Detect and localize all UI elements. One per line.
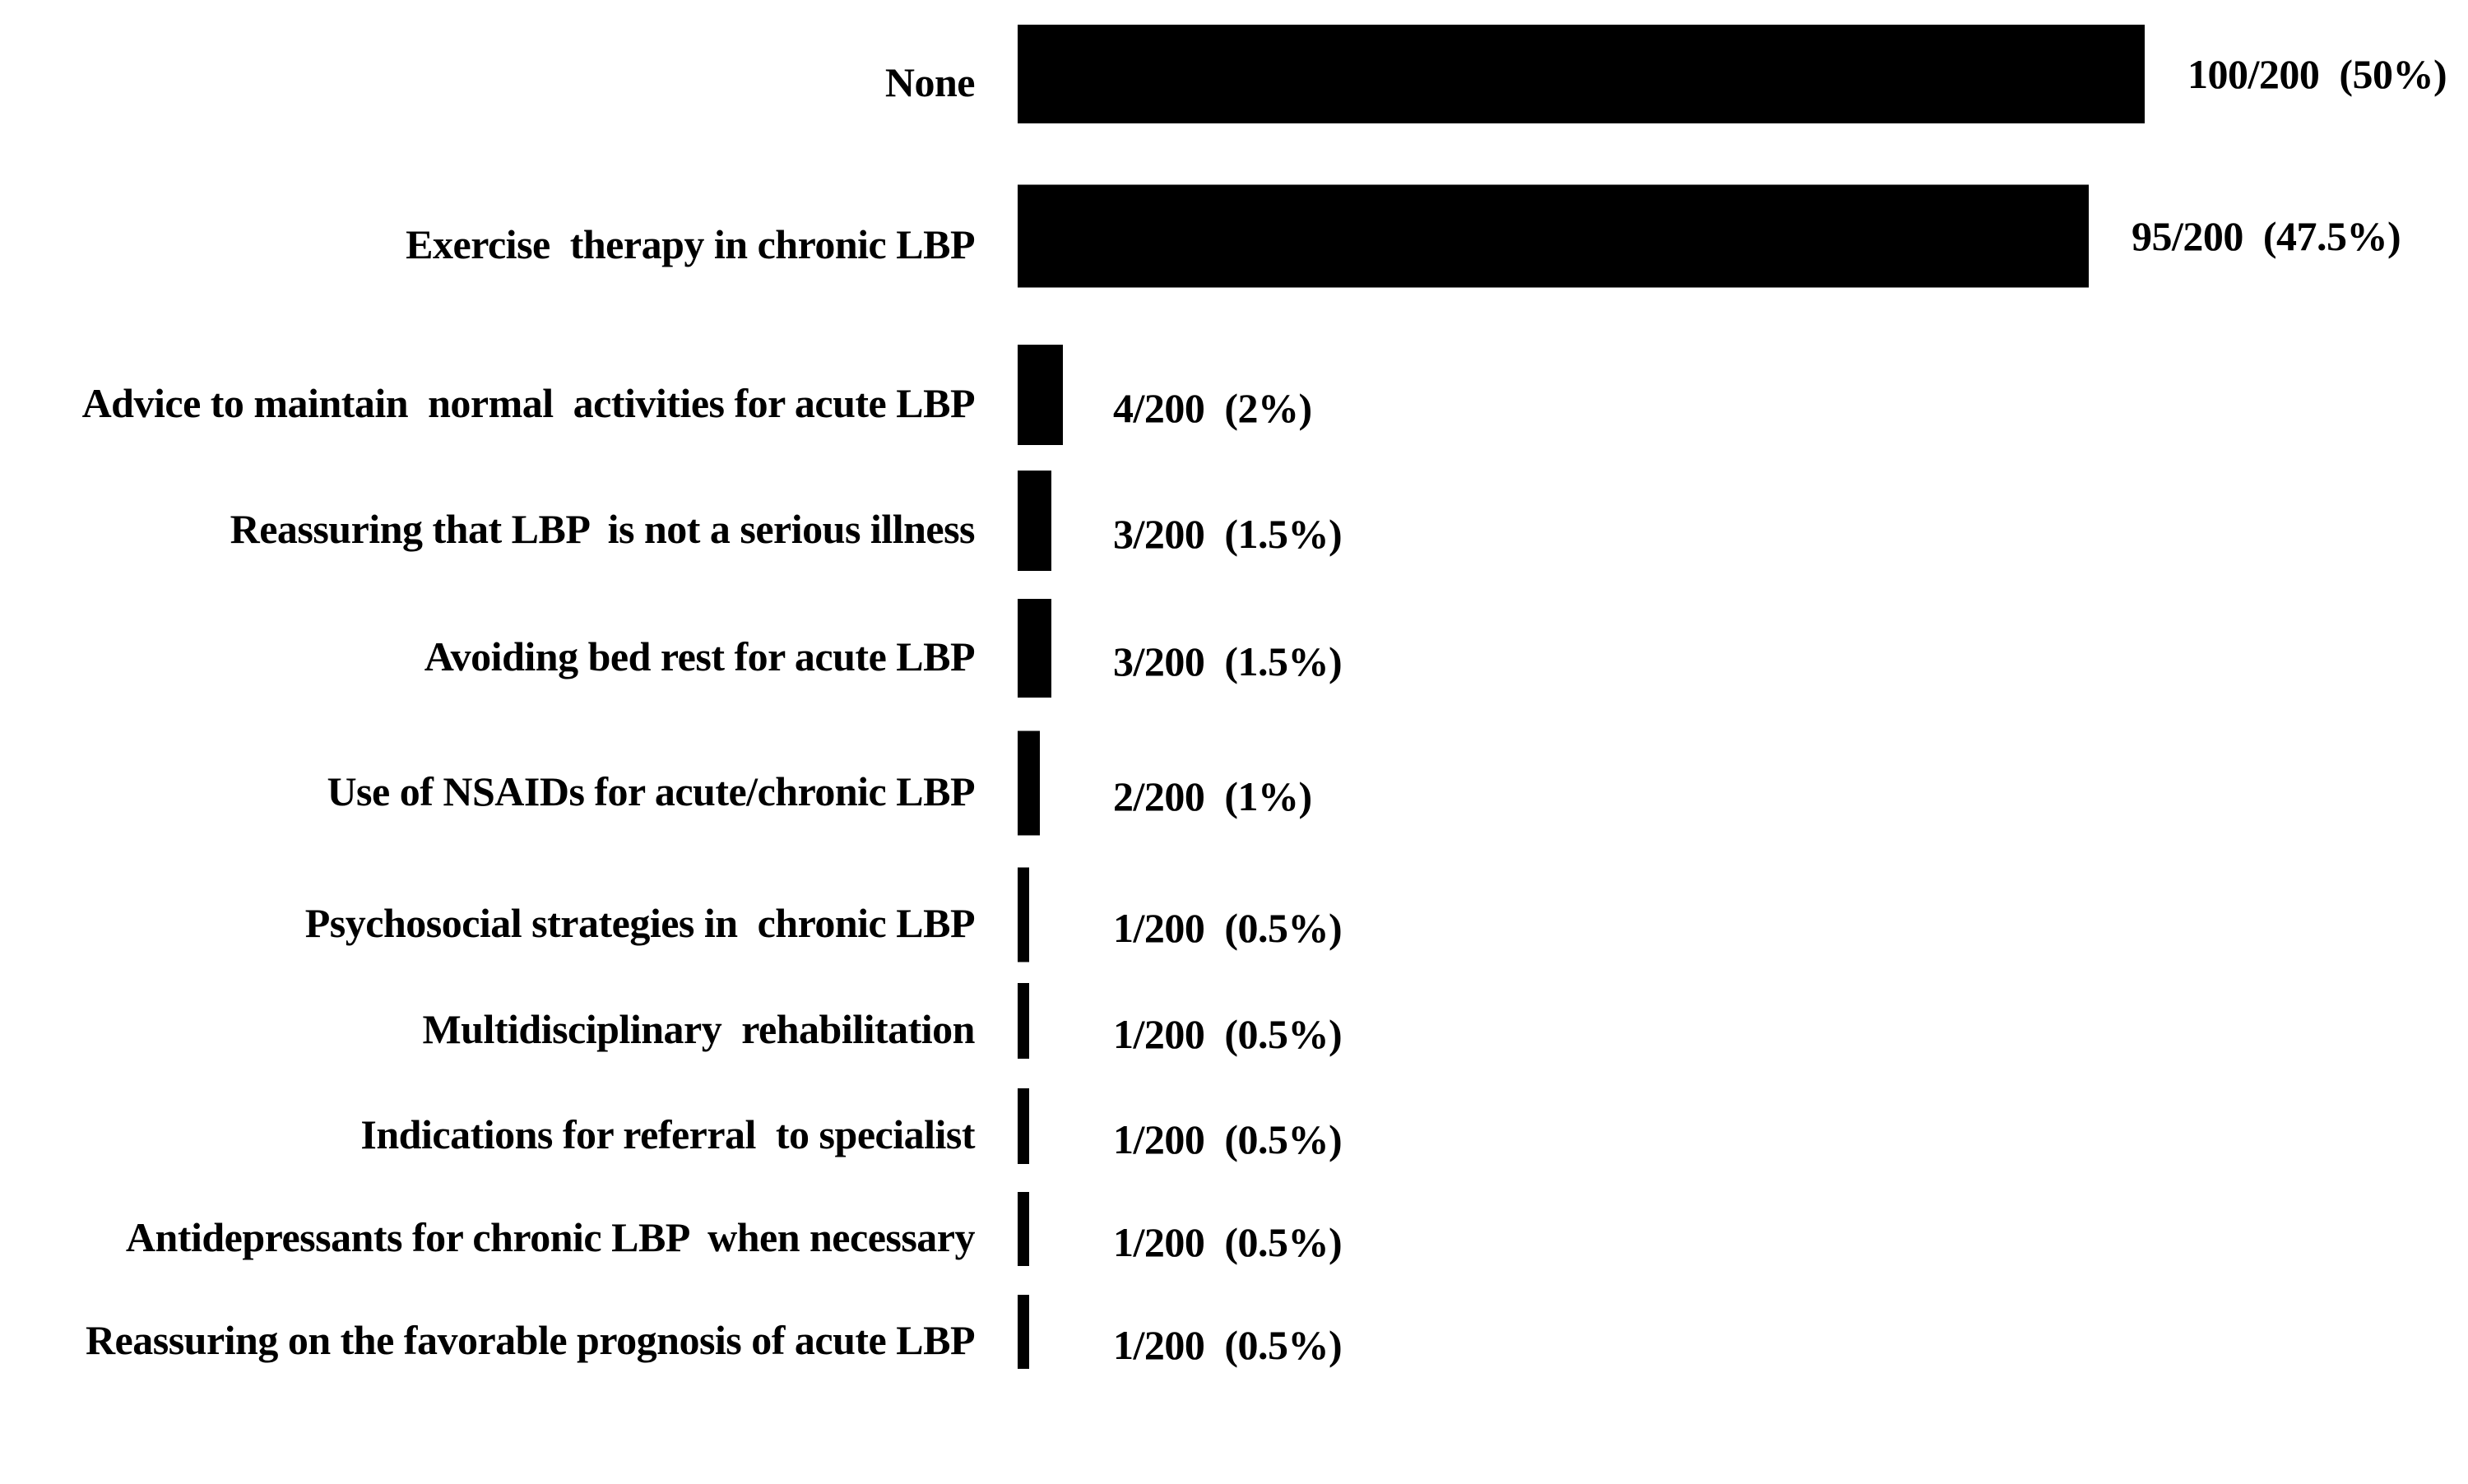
bar-track: 1/200 (0.5%) — [1018, 1266, 2468, 1398]
value-label: 3/200 (1.5%) — [1113, 638, 1343, 684]
chart-row-9: Indications for referral to specialist 1… — [0, 1060, 2468, 1192]
chart-row-11: Reassuring on the favorable prognosis of… — [0, 1266, 2468, 1398]
bar-track: 3/200 (1.5%) — [1018, 447, 2468, 595]
value-label: 1/200 (0.5%) — [1113, 1322, 1343, 1368]
category-label: Reassuring that LBP is not a serious ill… — [230, 506, 976, 552]
bar — [1018, 345, 1063, 445]
bar — [1018, 184, 2089, 288]
bar — [1018, 1192, 1029, 1266]
value-label: 1/200 (0.5%) — [1113, 1219, 1343, 1265]
bar-track: 1/200 (0.5%) — [1018, 1060, 2468, 1192]
bar-track: 4/200 (2%) — [1018, 321, 2468, 469]
category-label: Indications for referral to specialist — [360, 1111, 975, 1157]
chart-row-2: Exercise therapy in chronic LBP 95/200 (… — [0, 162, 2468, 310]
chart-row-8: Multidisciplinary rehabilitation 1/200 (… — [0, 955, 2468, 1087]
value-label: 2/200 (1%) — [1113, 773, 1312, 819]
category-label: Advice to maintain normal activities for… — [81, 380, 976, 426]
category-label: Antidepressants for chronic LBP when nec… — [125, 1214, 976, 1260]
bar-track: 2/200 (1%) — [1018, 709, 2468, 857]
category-label: Exercise therapy in chronic LBP — [406, 221, 975, 267]
value-label: 1/200 (0.5%) — [1113, 1011, 1343, 1057]
bar — [1018, 1088, 1029, 1164]
bar — [1018, 983, 1029, 1059]
chart-row-1: None 100/200 (50%) — [0, 0, 2468, 148]
category-label: Multidisciplinary rehabilitation — [422, 1006, 975, 1052]
category-label: Avoiding bed rest for acute LBP — [424, 633, 976, 679]
chart-row-5: Avoiding bed rest for acute LBP 3/200 (1… — [0, 574, 2468, 722]
bar — [1018, 730, 1040, 836]
chart-row-10: Antidepressants for chronic LBP when nec… — [0, 1163, 2468, 1295]
category-label: Psychosocial strategies in chronic LBP — [304, 900, 976, 946]
value-label: 3/200 (1.5%) — [1113, 511, 1343, 557]
chart-row-7: Psychosocial strategies in chronic LBP 1… — [0, 841, 2468, 989]
value-label: 95/200 (47.5%) — [2132, 213, 2401, 259]
value-label: 1/200 (0.5%) — [1113, 905, 1343, 951]
bar-track: 100/200 (50%) — [1018, 0, 2468, 148]
bar-track: 95/200 (47.5%) — [1018, 162, 2468, 310]
bar-track: 3/200 (1.5%) — [1018, 574, 2468, 722]
bar-track: 1/200 (0.5%) — [1018, 841, 2468, 989]
value-label: 100/200 (50%) — [2187, 51, 2447, 97]
bar — [1018, 599, 1051, 698]
category-label: Reassuring on the favorable prognosis of… — [85, 1317, 976, 1363]
chart-row-3: Advice to maintain normal activities for… — [0, 321, 2468, 469]
chart-row-6: Use of NSAIDs for acute/chronic LBP 2/20… — [0, 709, 2468, 857]
bar — [1018, 25, 2145, 123]
value-label: 4/200 (2%) — [1113, 385, 1312, 431]
value-label: 1/200 (0.5%) — [1113, 1116, 1343, 1162]
bar — [1018, 867, 1029, 962]
bar — [1018, 1295, 1029, 1369]
bar-track: 1/200 (0.5%) — [1018, 955, 2468, 1087]
bar-track: 1/200 (0.5%) — [1018, 1163, 2468, 1295]
bar — [1018, 471, 1051, 571]
chart-row-4: Reassuring that LBP is not a serious ill… — [0, 447, 2468, 595]
category-label: Use of NSAIDs for acute/chronic LBP — [327, 768, 975, 814]
category-label: None — [884, 59, 976, 105]
